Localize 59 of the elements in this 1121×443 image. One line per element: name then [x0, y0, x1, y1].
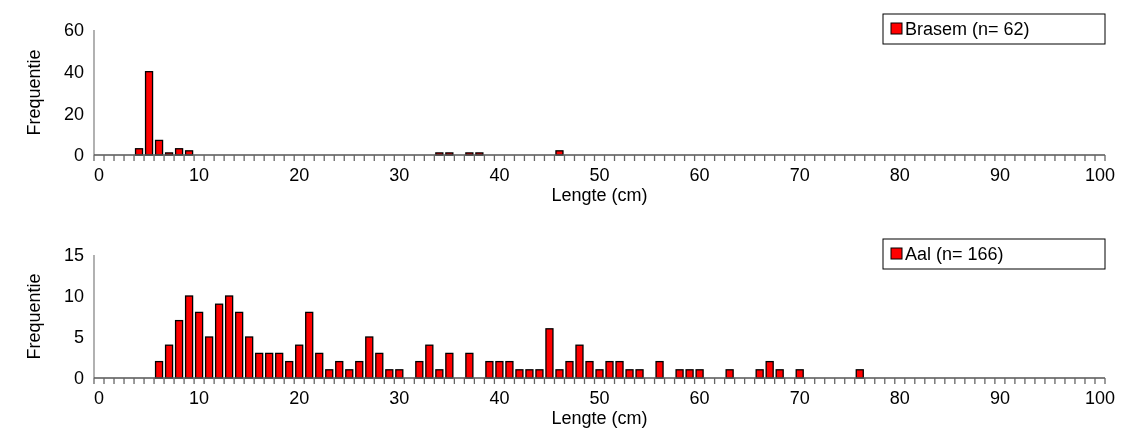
x-tick-label: 90 [989, 388, 1010, 408]
x-tick-label: 40 [489, 165, 510, 185]
x-tick-label: 20 [289, 165, 310, 185]
bar [445, 352, 454, 379]
y-tick-label: 40 [63, 61, 84, 82]
bar [305, 311, 314, 379]
legend-label: Aal (n= 166) [905, 244, 1004, 265]
x-tick-label: 60 [689, 388, 710, 408]
bar [194, 311, 204, 379]
bar [204, 336, 214, 379]
x-tick-label: 50 [589, 388, 610, 408]
bar [365, 336, 374, 379]
bar [265, 352, 274, 379]
y-tick-label: 0 [73, 368, 84, 389]
bar [655, 360, 664, 379]
x-tick-label: 30 [389, 388, 410, 408]
y-tick-label: 5 [73, 327, 84, 348]
bar [425, 344, 434, 379]
x-tick-label: 90 [989, 165, 1010, 185]
bar [275, 352, 284, 379]
bar [295, 344, 304, 379]
bar [245, 336, 254, 379]
bar [144, 71, 154, 156]
x-axis-title: Lengte (cm) [551, 185, 648, 205]
bar [375, 352, 384, 379]
y-tick-label: 20 [63, 103, 84, 124]
y-tick-label: 15 [63, 245, 84, 266]
bar [184, 295, 194, 379]
bar [214, 303, 224, 379]
x-tick-label: 80 [889, 165, 910, 185]
x-tick-label: 10 [189, 388, 210, 408]
bar [234, 311, 244, 379]
bar [315, 352, 324, 379]
x-tick-label: 70 [789, 165, 810, 185]
y-tick-label: 60 [63, 20, 84, 41]
x-tick-label: 100 [1084, 165, 1116, 185]
y-tick-label: 10 [63, 286, 84, 307]
x-tick-label: 70 [789, 388, 810, 408]
bar [164, 344, 174, 379]
x-tick-label: 100 [1084, 388, 1116, 408]
bar [174, 319, 184, 379]
y-axis-title: Frequentie [24, 273, 44, 360]
legend-label: Brasem (n= 62) [905, 19, 1030, 40]
y-axis-title: Frequentie [24, 49, 44, 136]
y-tick-label: 0 [73, 145, 84, 166]
x-tick-label: 20 [289, 388, 310, 408]
x-tick-label: 60 [689, 165, 710, 185]
x-tick-label: 30 [389, 165, 410, 185]
x-tick-label: 0 [94, 388, 105, 408]
x-tick-label: 10 [189, 165, 210, 185]
bar [255, 352, 264, 379]
bar [725, 369, 734, 379]
x-tick-label: 80 [889, 388, 910, 408]
bar [224, 295, 234, 379]
x-tick-label: 50 [589, 165, 610, 185]
x-axis-title: Lengte (cm) [551, 408, 648, 428]
x-tick-label: 40 [489, 388, 510, 408]
bar [465, 352, 474, 379]
x-tick-label: 0 [94, 165, 105, 185]
